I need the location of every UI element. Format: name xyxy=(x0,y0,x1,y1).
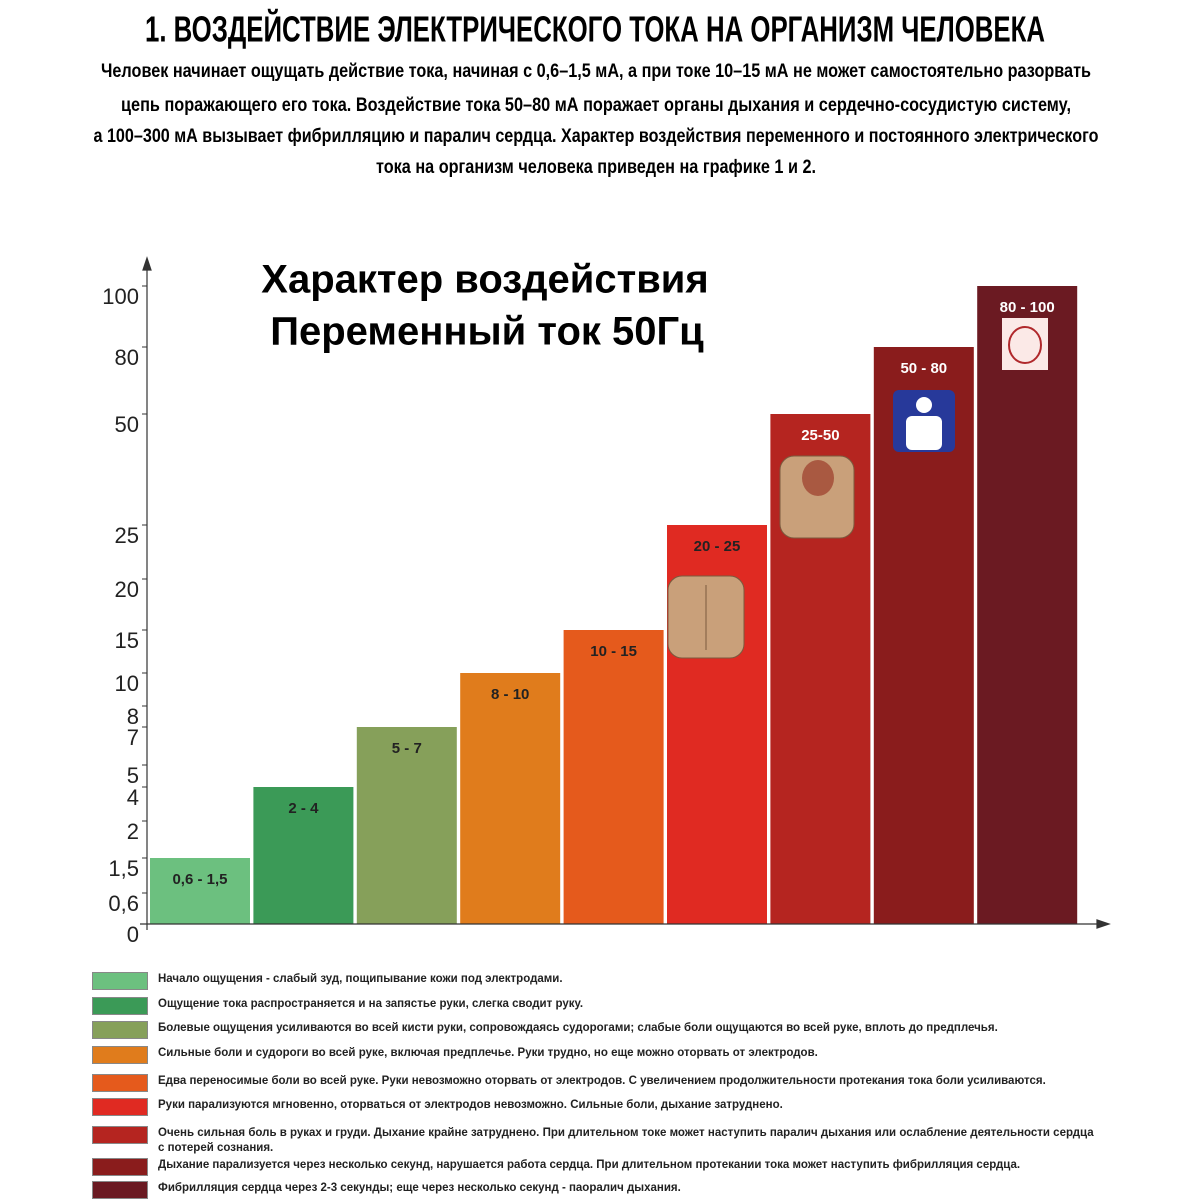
bar-label: 10 - 15 xyxy=(590,643,637,660)
y-tick-label: 10 xyxy=(115,671,139,696)
legend-text: Сильные боли и судороги во всей руке, вк… xyxy=(158,1047,818,1059)
icons xyxy=(667,318,1048,659)
legend-item: Начало ощущения - слабый зуд, пощипывани… xyxy=(92,972,1112,990)
legend-text: Начало ощущения - слабый зуд, пощипывани… xyxy=(158,973,563,985)
legend-swatch xyxy=(92,1158,148,1176)
legend-text: Очень сильная боль в руках и груди. Дыха… xyxy=(158,1127,1094,1154)
chart-title: Характер воздействия xyxy=(261,258,708,302)
intro-line: Человек начинает ощущать действие тока, … xyxy=(101,61,1091,82)
y-tick-label: 20 xyxy=(115,577,139,602)
bar-label: 2 - 4 xyxy=(288,800,319,817)
legend-item: Едва переносимые боли во всей руке. Руки… xyxy=(92,1074,1112,1092)
icon-head xyxy=(916,397,932,413)
bar-label: 5 - 7 xyxy=(392,740,422,757)
legend-text: Едва переносимые боли во всей руке. Руки… xyxy=(158,1075,1046,1087)
bar xyxy=(563,630,664,924)
legend-swatch xyxy=(92,997,148,1015)
legend-item: Ощущение тока распространяется и на запя… xyxy=(92,997,1112,1015)
legend-item: Фибрилляция сердца через 2-3 секунды; ещ… xyxy=(92,1181,1112,1199)
legend-swatch xyxy=(92,1074,148,1092)
y-tick-label: 0 xyxy=(127,922,139,947)
intro: Человек начинает ощущать действие тока, … xyxy=(94,61,1099,178)
icon-body xyxy=(906,416,942,450)
y-tick-label: 100 xyxy=(102,284,139,309)
y-tick-label: 25 xyxy=(115,523,139,548)
bar-label: 20 - 25 xyxy=(694,538,741,555)
chart-subtitle: Переменный ток 50Гц xyxy=(270,310,704,354)
torso-icon xyxy=(779,455,855,539)
y-tick-label: 50 xyxy=(115,412,139,437)
bar xyxy=(977,286,1078,924)
intro-line: а 100–300 мА вызывает фибрилляцию и пара… xyxy=(94,126,1099,147)
y-arrow xyxy=(142,256,152,271)
legend-text: Болевые ощущения усиливаются во всей кис… xyxy=(158,1022,998,1034)
bar-label: 0,6 - 1,5 xyxy=(172,871,227,888)
legend-item: Руки парализуются мгновенно, оторваться … xyxy=(92,1098,1112,1116)
legend-swatch xyxy=(92,972,148,990)
bar-label: 25-50 xyxy=(801,427,839,444)
bar xyxy=(356,727,457,924)
heart-icon xyxy=(802,460,834,496)
legend-item: Болевые ощущения усиливаются во всей кис… xyxy=(92,1021,1112,1039)
intro-line: тока на организм человека приведен на гр… xyxy=(376,157,816,178)
legend-text: Фибрилляция сердца через 2-3 секунды; ещ… xyxy=(158,1182,681,1194)
axes xyxy=(140,256,1111,930)
legend-swatch xyxy=(92,1046,148,1064)
legend-swatch xyxy=(92,1098,148,1116)
bar xyxy=(150,858,250,924)
legend-swatch xyxy=(92,1181,148,1199)
y-tick-label: 7 xyxy=(127,725,139,750)
y-tick-label: 0,6 xyxy=(108,891,139,916)
bar-label: 8 - 10 xyxy=(491,686,529,703)
legend-swatch xyxy=(92,1021,148,1039)
legend-text: Дыхание парализуется через несколько сек… xyxy=(158,1159,1021,1171)
y-tick-label: 2 xyxy=(127,819,139,844)
y-tick-label: 15 xyxy=(115,628,139,653)
y-tick-label: 80 xyxy=(115,345,139,370)
y-tick-label: 1,5 xyxy=(108,856,139,881)
x-arrow xyxy=(1096,919,1111,929)
intro-line: цепь поражающего его тока. Воздействие т… xyxy=(121,95,1071,116)
legend-item: Сильные боли и судороги во всей руке, вк… xyxy=(92,1046,1112,1064)
legend-item: Дыхание парализуется через несколько сек… xyxy=(92,1158,1112,1176)
legend-text: Руки парализуются мгновенно, оторваться … xyxy=(158,1099,783,1111)
y-tick-label: 4 xyxy=(127,785,139,810)
bar xyxy=(253,787,354,924)
y-tick-label: 5 xyxy=(127,763,139,788)
legend-text: Ощущение тока распространяется и на запя… xyxy=(158,998,584,1010)
heart-outline xyxy=(1008,326,1042,364)
bar-label: 50 - 80 xyxy=(900,360,947,377)
plot: 0 0,6 1,5 2 45 78 10 15 20 25 50 80 100 0,6 - 1,5 2 - … xyxy=(102,284,1078,947)
page-title: 1. ВОЗДЕЙСТВИЕ ЭЛЕКТРИЧЕСКОГО ТОКА НА ОР… xyxy=(145,8,1045,50)
bar xyxy=(460,673,561,924)
y-tick-label: 8 xyxy=(127,704,139,729)
legend-swatch xyxy=(92,1126,148,1144)
legend-item: Очень сильная боль в руках и груди. Дыха… xyxy=(92,1126,1112,1156)
bar-label: 80 - 100 xyxy=(1000,299,1055,316)
